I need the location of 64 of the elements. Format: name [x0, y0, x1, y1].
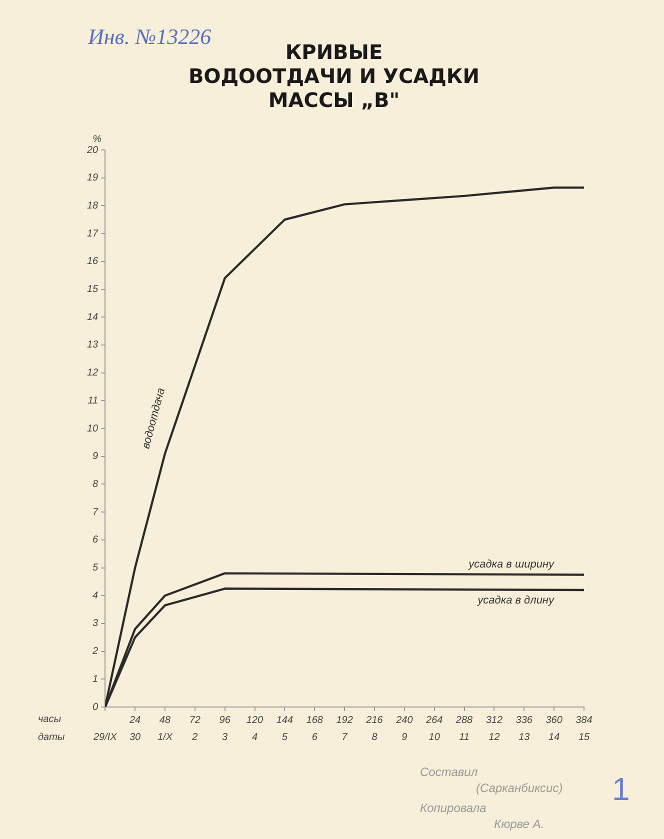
text: 29/IX [92, 732, 118, 743]
x-tick-label: 192 [336, 714, 354, 726]
x-tick-label: 72 [189, 714, 201, 726]
x-axis-title: часы [38, 714, 62, 725]
y-tick-label: 11 [88, 395, 98, 406]
x-tick-label: 264 [425, 714, 444, 726]
x-tick-label: 120 [246, 714, 264, 726]
y-tick-label: 10 [87, 423, 99, 434]
y-tick-label: 18 [87, 200, 99, 212]
y-tick-label: 14 [87, 312, 99, 323]
y-tick-label: 1 [92, 674, 98, 685]
text: даты [38, 732, 66, 743]
x-tick-label: 360 [546, 714, 563, 726]
text: 1/X [157, 732, 173, 743]
y-tick-label: 2 [92, 646, 99, 658]
text: Кюрве А. [494, 817, 544, 831]
text: 3 [222, 732, 228, 743]
text: Копировала [420, 801, 487, 815]
y-tick-label: 6 [92, 534, 99, 546]
text: 9 [402, 732, 408, 743]
y-tick-label: 17 [87, 228, 99, 240]
x-tick-label: 48 [159, 714, 171, 726]
x-tick-label: 240 [395, 714, 414, 726]
x-tick-label: 216 [365, 714, 384, 726]
y-tick-label: 13 [87, 340, 99, 351]
text: 15 [578, 732, 590, 743]
y-tick-label: 0 [92, 702, 99, 713]
x-tick-label: 312 [486, 714, 503, 726]
x-tick-label: 168 [306, 714, 324, 726]
y-tick-label: 9 [92, 451, 99, 462]
y-tick-label: 16 [87, 256, 99, 268]
x-tick-label: 144 [276, 714, 294, 726]
x-tick-label: 96 [219, 714, 231, 726]
text: 6 [312, 732, 318, 743]
y-tick-label: 4 [92, 590, 99, 602]
text: 1 [612, 771, 630, 807]
text: 30 [129, 732, 142, 743]
x-tick-label: 24 [128, 714, 142, 726]
series-label: усадка в ширину [468, 558, 556, 570]
y-tick-label: 15 [87, 284, 99, 296]
y-tick-label: 5 [92, 562, 99, 574]
y-tick-label: 8 [92, 478, 99, 490]
text: 8 [372, 732, 378, 743]
y-tick-label: 20 [86, 144, 99, 156]
text: Составил [420, 765, 478, 779]
text: (Сарканбиксис) [476, 781, 563, 795]
text: 13 [518, 732, 530, 743]
y-axis-title: % [92, 134, 102, 145]
x-tick-label: 384 [576, 714, 593, 726]
text: 5 [282, 732, 288, 743]
text: 14 [548, 732, 560, 743]
y-tick-label: 3 [92, 618, 99, 630]
y-tick-label: 12 [87, 368, 99, 379]
x-tick-label: 336 [516, 714, 533, 726]
text: 11 [459, 732, 470, 743]
text: 12 [488, 732, 500, 743]
x-tick-label: 288 [454, 714, 474, 726]
y-tick-label: 19 [87, 172, 99, 184]
series-label: усадка в длину [476, 594, 556, 607]
text: 7 [342, 732, 348, 743]
text: 2 [191, 732, 198, 743]
y-tick-label: 7 [92, 506, 99, 518]
text: 4 [252, 732, 258, 743]
text: 10 [428, 732, 440, 743]
